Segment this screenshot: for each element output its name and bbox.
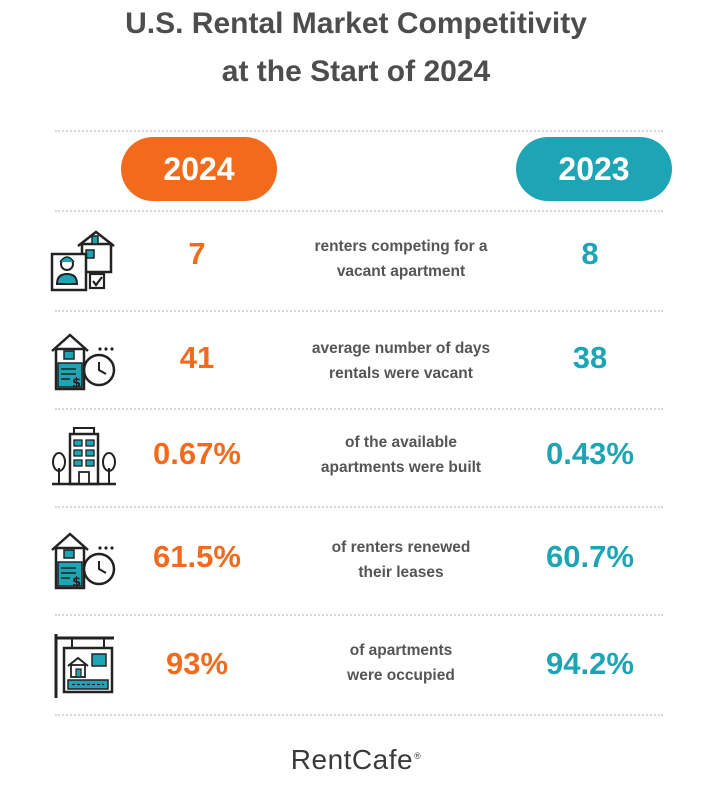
value-2024: 7 [188, 236, 206, 271]
year-2023-header: 2023 [516, 137, 672, 201]
stat-row-occupied: 93% of apartments were occupied 94.2% [0, 614, 712, 714]
value-2023: 38 [572, 340, 608, 375]
stat-row-apartments-built: 0.67% of the available apartments were b… [0, 408, 712, 506]
stat-description: of apartments were occupied [290, 638, 512, 688]
brand-name: RentCafe [290, 744, 414, 775]
stat-description: renters competing for a vacant apartment [290, 234, 512, 284]
value-2024: 61.5% [153, 539, 241, 574]
house-clock-money-icon: $ [50, 526, 118, 594]
description-line-2: apartments were built [320, 459, 482, 476]
apartment-building-icon [50, 422, 118, 490]
title-line-2: at the Start of 2024 [221, 55, 491, 88]
value-2024: 93% [165, 646, 229, 681]
description-line-1: average number of days [311, 340, 491, 357]
value-2023: 60.7% [546, 539, 634, 574]
value-2023: 8 [581, 236, 599, 271]
for-rent-sign-icon [50, 632, 118, 700]
page-title: U.S. Rental Market Competitivity at the … [0, 0, 712, 96]
value-2023: 94.2% [546, 646, 634, 681]
divider [55, 210, 663, 212]
description-line-2: rentals were vacant [329, 365, 473, 382]
description-line-1: renters competing for a [314, 238, 488, 255]
divider [55, 614, 663, 616]
description-line-2: vacant apartment [336, 263, 466, 280]
value-2024: 0.67% [153, 436, 241, 471]
stat-description: of renters renewed their leases [290, 535, 512, 585]
divider [55, 310, 663, 312]
divider [55, 130, 663, 132]
svg-text:$: $ [72, 376, 81, 391]
stat-row-days-vacant: $ 41 average number of days rentals were… [0, 310, 712, 408]
description-line-2: were occupied [347, 667, 455, 684]
registered-mark: ® [414, 750, 422, 761]
divider [55, 714, 663, 716]
divider [55, 506, 663, 508]
year-2024-header: 2024 [121, 137, 277, 201]
description-line-1: of renters renewed [331, 539, 471, 556]
svg-text:$: $ [72, 575, 81, 590]
description-line-2: their leases [358, 564, 444, 581]
value-2023: 0.43% [546, 436, 634, 471]
description-line-1: of the available [345, 434, 457, 451]
stat-description: average number of days rentals were vaca… [290, 336, 512, 386]
title-line-1: U.S. Rental Market Competitivity [125, 7, 587, 40]
divider [55, 408, 663, 410]
value-2024: 41 [179, 340, 215, 375]
stat-row-leases-renewed: $ 61.5% of renters renewed their leases … [0, 506, 712, 614]
stat-row-renters-competing: 7 renters competing for a vacant apartme… [0, 210, 712, 310]
description-line-1: of apartments [349, 642, 453, 659]
renter-application-icon [50, 224, 118, 292]
house-clock-money-icon: $ [50, 327, 118, 395]
brand-logo: RentCafe® [0, 744, 712, 776]
stat-description: of the available apartments were built [290, 430, 512, 480]
